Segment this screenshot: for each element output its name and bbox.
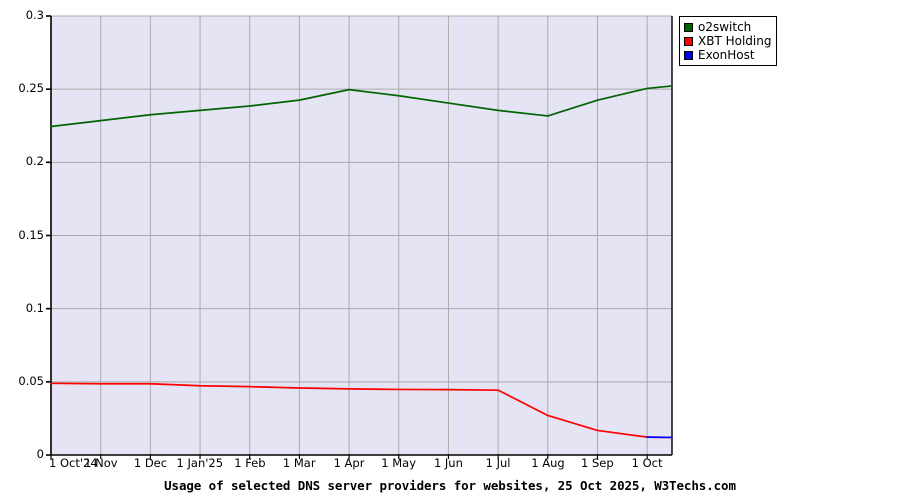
chart-plot-area: 0 0.05 0.1 0.15 0.2 0.25 0.3 1 Oct'24 1 Nov 1 De… (0, 0, 778, 470)
x-axis-tick-label: 1 Sep (580, 456, 614, 470)
x-axis-tick-label: 1 Jan'25 (176, 456, 224, 470)
x-axis-tick-label: 1 Mar (282, 456, 316, 470)
horizontal-gridlines (51, 15, 672, 383)
data-series-layer (50, 85, 673, 439)
x-axis-tick-label: 1 Feb (234, 456, 266, 470)
legend-item-o2switch: o2switch (684, 20, 771, 34)
line-chart-svg (46, 15, 673, 459)
y-axis-tick-label: 0.3 (25, 8, 44, 22)
y-axis-tick-label: 0.25 (18, 81, 44, 96)
legend-label-o2switch: o2switch (698, 19, 752, 34)
x-axis-tick-label: 1 Jul (485, 456, 511, 470)
y-axis-tick-label: 0.15 (18, 227, 44, 242)
legend-label-xbt-holding: XBT Holding (698, 33, 772, 48)
legend-swatch-o2switch (684, 22, 693, 32)
x-axis-tick-label: 1 Jun (433, 456, 463, 470)
x-axis-tick-label: 1 May (381, 456, 416, 470)
y-axis-tick-label: 0 (36, 447, 44, 461)
x-axis-ticks (50, 455, 648, 459)
y-axis-tick-label: 0.1 (25, 300, 44, 315)
legend-swatch-xbt-holding (684, 36, 693, 46)
y-axis-tick-labels: 0 0.05 0.1 0.15 0.2 0.25 0.3 (0, 0, 44, 470)
y-axis-ticks (46, 15, 51, 456)
legend-item-exonhost: ExonHost (684, 48, 771, 62)
legend-swatch-exonhost (684, 50, 693, 60)
x-axis-tick-label: 1 Dec (133, 456, 168, 470)
series-line-o2switch (50, 85, 673, 128)
x-axis-tick-label: 1 Apr (333, 456, 365, 470)
legend-label-exonhost: ExonHost (698, 47, 755, 62)
series-line-xbt-holding (50, 382, 673, 439)
chart-legend: o2switch XBT Holding ExonHost (679, 16, 778, 66)
y-axis-tick-label: 0.2 (25, 154, 44, 169)
legend-item-xbt-holding: XBT Holding (684, 34, 771, 48)
x-axis-tick-label: 1 Oct'24 (49, 456, 98, 470)
x-axis-tick-label: 1 Aug (531, 456, 565, 470)
x-axis-tick-label: 1 Oct (631, 456, 663, 470)
x-axis-tick-labels: 1 Oct'24 1 Nov 1 Dec 1 Jan'25 1 Feb 1 Mar 1 Ap… (0, 456, 900, 474)
x-axis-tick-label: 1 Nov (84, 456, 118, 470)
y-axis-tick-label: 0.05 (18, 373, 44, 388)
vertical-gridlines (100, 16, 648, 455)
chart-caption: Usage of selected DNS server providers f… (164, 478, 736, 493)
